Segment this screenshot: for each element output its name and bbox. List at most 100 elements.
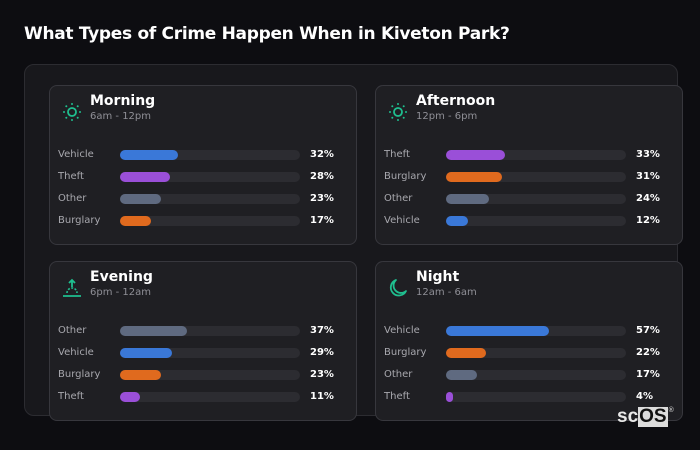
bar-value: 32%: [310, 149, 334, 160]
bar-row: Other 17%: [384, 368, 676, 390]
bar-value: 33%: [636, 149, 660, 160]
bar-value: 11%: [310, 391, 334, 402]
bar-value: 22%: [636, 347, 660, 358]
bar-track: [446, 348, 626, 358]
bar-fill: [446, 172, 502, 182]
bar-track: [120, 370, 300, 380]
bar-row: Other 23%: [58, 192, 350, 214]
bar-row: Burglary 17%: [58, 214, 350, 236]
bar-list: Vehicle 32% Theft 28% Other 23% Burglary 17%: [58, 148, 350, 236]
bar-track: [446, 172, 626, 182]
bar-row: Burglary 23%: [58, 368, 350, 390]
bar-track: [120, 150, 300, 160]
bar-label: Theft: [384, 149, 410, 160]
bar-row: Theft 33%: [384, 148, 676, 170]
bar-fill: [446, 370, 477, 380]
bar-track: [446, 194, 626, 204]
bar-value: 23%: [310, 369, 334, 380]
bar-fill: [120, 348, 173, 358]
bar-fill: [120, 194, 162, 204]
bar-row: Other 37%: [58, 324, 350, 346]
bar-track: [120, 172, 300, 182]
bar-fill: [446, 216, 468, 226]
card-morning: Morning 6am - 12pm Vehicle 32% Theft 28% Oth…: [49, 85, 357, 245]
bar-track: [446, 216, 626, 226]
bar-row: Theft 28%: [58, 170, 350, 192]
sun-icon: [389, 103, 407, 121]
card-title: Afternoon: [416, 93, 496, 109]
bar-fill: [120, 370, 162, 380]
bar-fill: [120, 150, 178, 160]
bar-fill: [446, 392, 454, 402]
bar-fill: [446, 326, 549, 336]
bar-value: 17%: [310, 215, 334, 226]
bar-value: 12%: [636, 215, 660, 226]
bar-fill: [120, 172, 171, 182]
bar-label: Theft: [384, 391, 410, 402]
card-title: Morning: [90, 93, 156, 109]
card-evening: Evening 6pm - 12am Other 37% Vehicle 29% Bur…: [49, 261, 357, 421]
bar-list: Vehicle 57% Burglary 22% Other 17% Theft 4%: [384, 324, 676, 412]
card-title: Evening: [90, 269, 153, 285]
bar-value: 37%: [310, 325, 334, 336]
watermark-logo: sc OS ®: [617, 407, 674, 427]
bar-row: Other 24%: [384, 192, 676, 214]
bar-track: [446, 150, 626, 160]
moon-icon: [389, 279, 407, 297]
bar-row: Theft 11%: [58, 390, 350, 412]
bar-fill: [446, 194, 490, 204]
bar-label: Theft: [58, 171, 84, 182]
bar-label: Burglary: [58, 369, 101, 380]
bar-row: Vehicle 32%: [58, 148, 350, 170]
bar-label: Other: [384, 193, 413, 204]
bar-row: Burglary 22%: [384, 346, 676, 368]
card-title: Night: [416, 269, 460, 285]
bar-track: [446, 326, 626, 336]
bar-track: [120, 194, 300, 204]
bar-label: Burglary: [384, 171, 427, 182]
bar-label: Burglary: [58, 215, 101, 226]
bar-track: [120, 392, 300, 402]
bar-fill: [120, 392, 140, 402]
bar-value: 28%: [310, 171, 334, 182]
bar-list: Other 37% Vehicle 29% Burglary 23% Theft 11%: [58, 324, 350, 412]
bar-label: Other: [384, 369, 413, 380]
bar-row: Theft 4%: [384, 390, 676, 412]
bar-track: [120, 326, 300, 336]
bar-label: Vehicle: [384, 325, 420, 336]
card-afternoon: Afternoon 12pm - 6pm Theft 33% Burglary 31%…: [375, 85, 683, 245]
page-title: What Types of Crime Happen When in Kivet…: [24, 24, 510, 44]
bar-fill: [120, 216, 151, 226]
bar-row: Vehicle 57%: [384, 324, 676, 346]
bar-label: Vehicle: [384, 215, 420, 226]
bar-row: Burglary 31%: [384, 170, 676, 192]
bar-label: Other: [58, 325, 87, 336]
card-time-range: 6am - 12pm: [90, 111, 152, 122]
bar-label: Theft: [58, 391, 84, 402]
bar-label: Vehicle: [58, 149, 94, 160]
bar-track: [120, 216, 300, 226]
bar-label: Vehicle: [58, 347, 94, 358]
bar-value: 29%: [310, 347, 334, 358]
bar-value: 23%: [310, 193, 334, 204]
sun-icon: [63, 103, 81, 121]
bar-track: [120, 348, 300, 358]
bar-label: Other: [58, 193, 87, 204]
watermark-boxed: OS: [638, 406, 668, 427]
card-night: Night 12am - 6am Vehicle 57% Burglary 22% Ot…: [375, 261, 683, 421]
bar-value: 24%: [636, 193, 660, 204]
bar-value: 4%: [636, 391, 653, 402]
sunset-icon: [63, 278, 81, 297]
bar-track: [446, 370, 626, 380]
card-time-range: 12pm - 6pm: [416, 111, 478, 122]
bar-row: Vehicle 29%: [58, 346, 350, 368]
watermark-prefix: sc: [617, 406, 639, 427]
card-time-range: 6pm - 12am: [90, 287, 152, 298]
bar-value: 31%: [636, 171, 660, 182]
bar-value: 57%: [636, 325, 660, 336]
registered-mark: ®: [668, 407, 674, 414]
card-time-range: 12am - 6am: [416, 287, 477, 298]
bar-list: Theft 33% Burglary 31% Other 24% Vehicle 12%: [384, 148, 676, 236]
bar-label: Burglary: [384, 347, 427, 358]
bar-row: Vehicle 12%: [384, 214, 676, 236]
